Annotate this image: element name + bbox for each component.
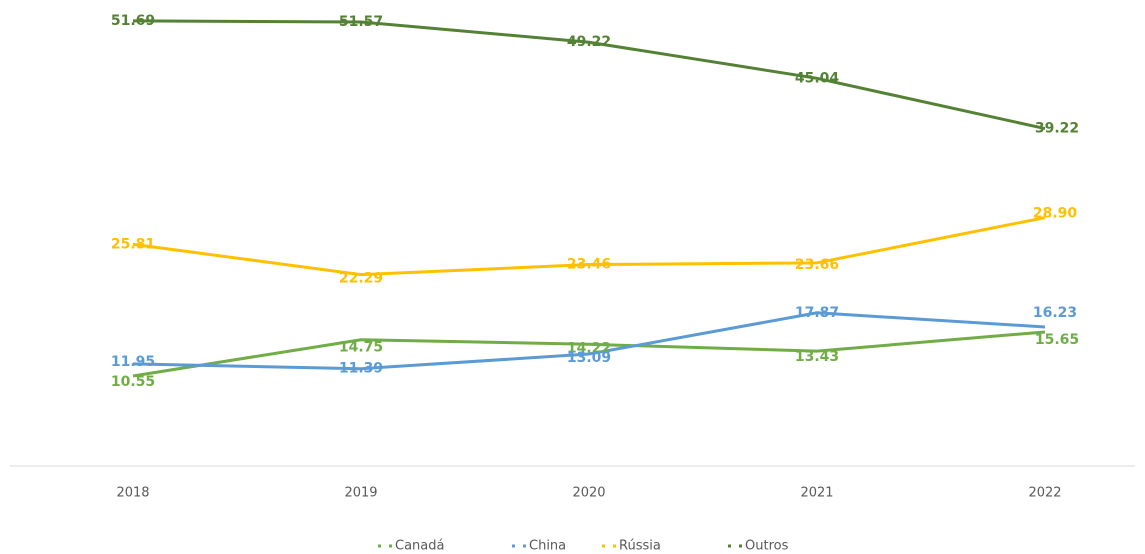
data-label: 13.43 [795, 349, 839, 365]
data-label: 11.39 [339, 361, 383, 377]
data-label: 13.09 [567, 350, 611, 366]
data-label: 51.57 [339, 14, 383, 30]
series-line [132, 330, 1046, 378]
series-line [132, 311, 1046, 371]
series-line [132, 216, 1046, 277]
data-label: 51.69 [111, 13, 155, 29]
data-label: 28.90 [1033, 206, 1078, 222]
data-label: 45.04 [795, 70, 840, 86]
data-label: 11.95 [111, 354, 155, 370]
data-label: 39.22 [1035, 121, 1079, 137]
x-tick-label: 2018 [116, 486, 149, 501]
data-label: 25.81 [111, 236, 155, 252]
data-label: 16.23 [1033, 305, 1077, 321]
x-tick-label: 2019 [344, 486, 377, 501]
legend-label: Outros [745, 539, 789, 554]
data-label: 23.46 [567, 257, 611, 273]
data-label: 17.87 [795, 305, 839, 321]
x-tick-label: 2021 [800, 486, 833, 501]
legend-label: China [529, 539, 566, 554]
data-label: 15.65 [1035, 332, 1079, 348]
data-label: 23.66 [795, 257, 839, 273]
data-label: 14.22 [567, 340, 611, 356]
legend-label: Canadá [395, 539, 444, 554]
data-label: 22.29 [339, 271, 383, 287]
x-tick-label: 2020 [572, 486, 605, 501]
data-label: 14.75 [339, 340, 383, 356]
legend-label: Rússia [619, 539, 661, 554]
series-line [132, 19, 1046, 131]
x-tick-label: 2022 [1028, 486, 1061, 501]
data-label: 10.55 [111, 374, 155, 390]
data-label: 49.22 [567, 34, 611, 50]
